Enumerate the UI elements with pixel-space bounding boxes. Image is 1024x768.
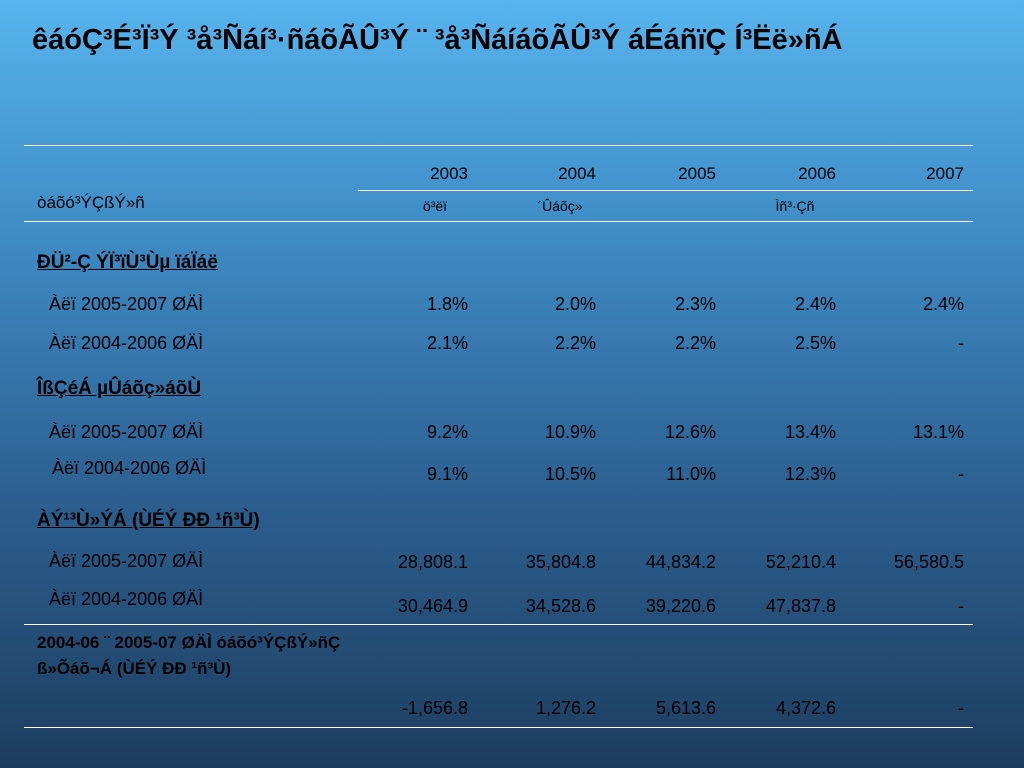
diff-row-label: 2004-06 ¨ 2005-07 ØÄÌ óáõó³ÝÇßÝ»ñÇ ß»Õáõ… xyxy=(37,633,341,678)
cell-value: 1.8% xyxy=(426,294,468,314)
cell-value: 1,276.2 xyxy=(535,698,596,718)
cell-value: 2.4% xyxy=(794,294,836,314)
cell-value: 2.5% xyxy=(794,333,836,353)
year-header-2007: 2007 xyxy=(926,164,964,183)
cell-value: 10.9% xyxy=(544,422,596,442)
subheader-actual: ö³ëï xyxy=(422,198,448,214)
page-title: êáóÇ³É³Ï³Ý ³å³Ñáí³·ñáõÃÛ³Ý ¨ ³å³ÑáíáõÃÛ³… xyxy=(32,24,843,56)
section-heading: ÐÜ²-Ç ÝÏ³ïÙ³Ùµ ïáÏáë xyxy=(37,252,218,273)
year-header-2005: 2005 xyxy=(678,164,716,183)
cell-value: 4,372.6 xyxy=(775,698,836,718)
cell-value: 12.3% xyxy=(784,464,836,484)
section-heading: ÎßÇéÁ µÛáõç»áõÙ xyxy=(37,378,202,399)
row-label: Àëï 2005-2007 ØÄÌ xyxy=(49,294,204,314)
row-label: Àëï 2004-2006 ØÄÌ xyxy=(49,333,204,353)
year-header-2004: 2004 xyxy=(558,164,596,183)
cell-value: - xyxy=(958,333,964,353)
cell-value: 34,528.6 xyxy=(525,596,596,616)
cell-value: - xyxy=(958,596,964,616)
cell-value: 9.1% xyxy=(426,464,468,484)
cell-value: 9.2% xyxy=(426,422,468,442)
cell-value: - xyxy=(958,464,964,484)
cell-value: 28,808.1 xyxy=(397,552,468,572)
cell-value: 2.4% xyxy=(922,294,964,314)
cell-value: 2.2% xyxy=(554,333,596,353)
cell-value: 2.2% xyxy=(674,333,716,353)
cell-value: 2.1% xyxy=(426,333,468,353)
row-label: Àëï 2004-2006 ØÄÌ xyxy=(52,458,207,478)
cell-value: 11.0% xyxy=(666,464,716,484)
cell-value: 52,210.4 xyxy=(765,552,836,572)
row-label-header: òáõó³ÝÇßÝ»ñ xyxy=(37,193,145,212)
cell-value: 56,580.5 xyxy=(893,552,964,572)
cell-value: 13.1% xyxy=(912,422,964,442)
cell-value: 47,837.8 xyxy=(765,596,836,616)
cell-value: 44,834.2 xyxy=(645,552,716,572)
year-header-2003: 2003 xyxy=(430,164,468,183)
row-label: Àëï 2004-2006 ØÄÌ xyxy=(49,589,204,609)
row-label: Àëï 2005-2007 ØÄÌ xyxy=(49,422,204,442)
subheader-budget: ´Ûáõç» xyxy=(537,198,583,214)
cell-value: 10.5% xyxy=(544,464,596,484)
cell-value: 2.0% xyxy=(554,294,596,314)
subheader-program: Ìñ³·Çñ xyxy=(775,198,815,214)
section-heading: ÀÝ¹³Ù»ÝÁ (ÙÉÝ ÐÐ ¹ñ³Ù) xyxy=(37,510,260,531)
cell-value: 2.3% xyxy=(674,294,716,314)
table-top-rule xyxy=(24,145,973,146)
cell-value: 30,464.9 xyxy=(397,596,468,616)
cell-value: 35,804.8 xyxy=(525,552,596,572)
diff-top-rule xyxy=(24,624,973,625)
cell-value: 13.4% xyxy=(784,422,836,442)
cell-value: -1,656.8 xyxy=(401,698,468,718)
header-year-rule xyxy=(358,190,973,191)
cell-value: 39,220.6 xyxy=(645,596,716,616)
cell-value: 5,613.6 xyxy=(655,698,716,718)
cell-value: 12.6% xyxy=(664,422,716,442)
year-header-2006: 2006 xyxy=(798,164,836,183)
cell-value: - xyxy=(958,698,964,718)
table-bottom-rule xyxy=(24,727,973,728)
row-label: Àëï 2005-2007 ØÄÌ xyxy=(49,551,204,571)
header-bottom-rule xyxy=(24,221,973,222)
